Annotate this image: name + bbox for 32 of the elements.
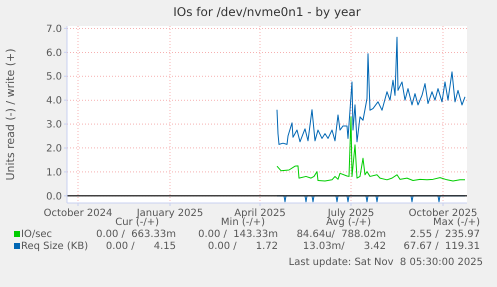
line-series — [276, 36, 466, 145]
y-tick-label: 5.0 — [46, 72, 62, 83]
x-tick-label: October 2025 — [408, 208, 478, 219]
text: 0.00 / 143.33m — [198, 229, 278, 240]
legend-label: IO/sec — [21, 229, 52, 240]
y-tick-label: 6.0 — [46, 48, 62, 59]
y-tick-label: 0.0 — [46, 191, 62, 202]
legend-label: Req Size (KB) — [21, 241, 88, 252]
y-tick-label: 7.0 — [46, 24, 62, 35]
y-tick-label: 4.0 — [46, 96, 62, 107]
y-tick-label: 3.0 — [46, 120, 62, 131]
text: 67.67 / 119.31 — [403, 241, 480, 252]
text: Max (-/+) — [432, 217, 480, 228]
y-tick-label: 1.0 — [46, 167, 62, 178]
text: 84.64u/ 788.02m — [296, 229, 386, 240]
text: Last update: Sat Nov 8 05:30:00 2025 — [288, 257, 483, 268]
y-axis-title: Units read (-) / write (+) — [4, 48, 17, 181]
text: 13.03m/ 3.42 — [302, 241, 386, 252]
line-series — [276, 116, 466, 182]
text: 0.00 / 1.72 — [208, 241, 278, 252]
x-tick-label: October 2024 — [44, 208, 112, 219]
text: Min (-/+) — [220, 217, 266, 228]
text: 0.00 / 663.33m — [96, 229, 176, 240]
text: Cur (-/+) — [115, 217, 160, 228]
text: Avg (-/+) — [326, 217, 372, 228]
chart-title: IOs for /dev/nvme0n1 - by year — [173, 5, 361, 19]
x-tick-label: January 2025 — [136, 208, 204, 219]
text: 0.00 / 4.15 — [106, 241, 176, 252]
y-tick-label: 2.0 — [46, 143, 62, 154]
text: 2.55 / 235.97 — [410, 229, 480, 240]
x-tick-label: April 2025 — [234, 208, 286, 219]
x-tick-label: July 2025 — [326, 208, 374, 219]
